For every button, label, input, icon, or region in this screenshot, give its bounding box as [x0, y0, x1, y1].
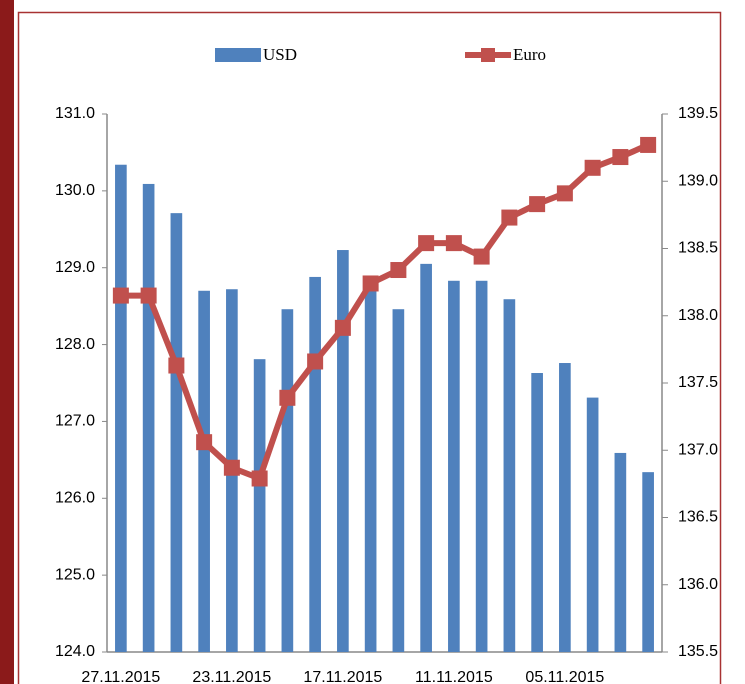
- y2-tick-label: 139.5: [678, 105, 718, 122]
- bar: [642, 472, 654, 652]
- bar: [170, 213, 183, 652]
- bar: [115, 164, 127, 652]
- bar: [420, 263, 432, 652]
- bar: [392, 309, 405, 652]
- y2-tick-label: 137.5: [678, 374, 718, 391]
- y-tick-label: 128.0: [55, 336, 95, 353]
- legend-label: USD: [263, 45, 297, 64]
- y-tick-label: 127.0: [55, 413, 95, 430]
- y-tick-label: 129.0: [55, 259, 95, 276]
- legend-swatch: [215, 48, 261, 62]
- marker: [196, 434, 213, 451]
- marker: [418, 235, 435, 252]
- bar: [586, 397, 599, 652]
- marker: [445, 235, 462, 252]
- y-tick-label: 125.0: [55, 566, 95, 583]
- bar: [475, 280, 488, 652]
- y-tick-label: 130.0: [55, 182, 95, 199]
- marker: [140, 287, 157, 304]
- y2-tick-label: 137.0: [678, 441, 718, 458]
- y2-tick-label: 136.5: [678, 509, 718, 526]
- y-tick-label: 126.0: [55, 490, 95, 507]
- bar: [309, 276, 321, 652]
- bar: [614, 452, 627, 652]
- legend-marker: [481, 48, 495, 62]
- x-tick-label: 27.11.2015: [81, 669, 160, 684]
- y2-tick-label: 138.0: [678, 307, 718, 324]
- marker: [529, 196, 546, 213]
- frame-bar: [0, 0, 14, 684]
- bar: [503, 299, 516, 652]
- x-tick-label: 23.11.2015: [192, 669, 271, 684]
- x-tick-label: 05.11.2015: [525, 669, 604, 684]
- bar: [337, 250, 349, 652]
- bar: [281, 309, 294, 652]
- marker: [640, 136, 657, 153]
- marker: [501, 209, 518, 226]
- y2-tick-label: 136.0: [678, 576, 718, 593]
- y2-tick-label: 138.5: [678, 240, 718, 257]
- x-tick-label: 11.11.2015: [415, 669, 493, 684]
- bar: [253, 359, 266, 652]
- bar: [364, 290, 377, 652]
- y2-tick-label: 135.5: [678, 643, 718, 660]
- y2-tick-label: 139.0: [678, 172, 718, 189]
- y-tick-label: 124.0: [55, 643, 95, 660]
- frame: [17, 11, 722, 684]
- marker: [251, 470, 268, 487]
- x-tick-label: 17.11.2015: [303, 669, 382, 684]
- marker: [223, 459, 240, 476]
- y-tick-label: 131.0: [55, 105, 95, 122]
- bar: [198, 290, 210, 652]
- bar: [531, 373, 543, 652]
- marker: [279, 389, 296, 406]
- marker: [334, 319, 351, 336]
- marker: [473, 248, 490, 265]
- marker: [112, 287, 129, 304]
- legend-label: Euro: [513, 45, 546, 64]
- marker: [556, 185, 573, 202]
- marker: [584, 159, 601, 176]
- marker: [307, 353, 324, 370]
- bar: [559, 363, 571, 652]
- marker: [390, 262, 407, 279]
- bar: [448, 280, 460, 652]
- marker: [168, 357, 185, 374]
- marker: [362, 275, 379, 292]
- bar: [142, 183, 155, 652]
- marker: [612, 149, 629, 166]
